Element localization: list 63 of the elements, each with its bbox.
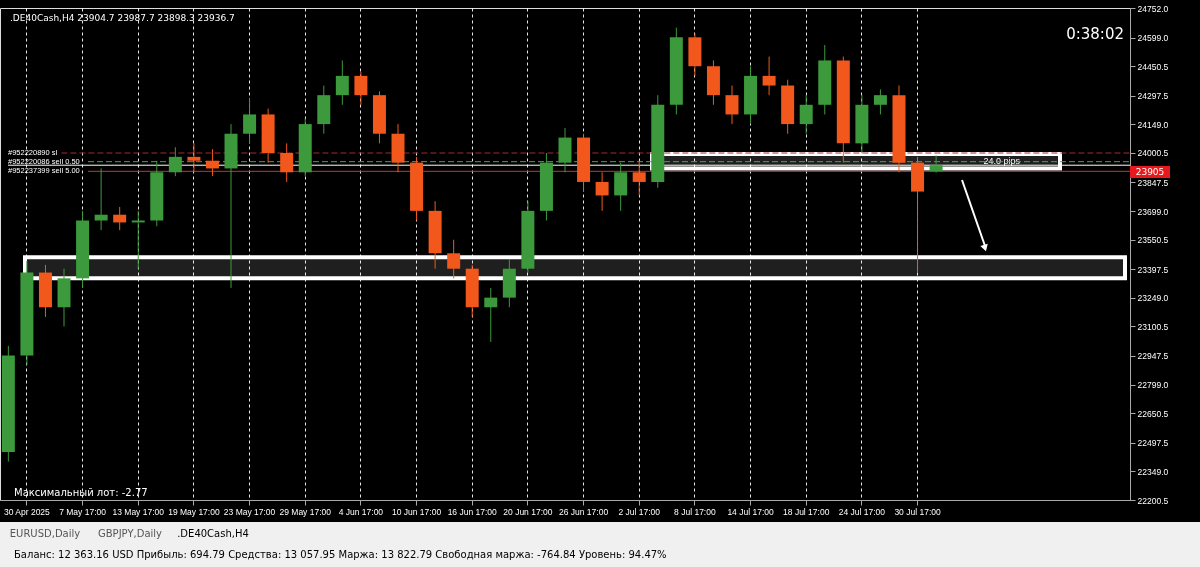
y-tick-label: 24149.0 <box>1137 119 1169 130</box>
candlestick <box>632 160 646 196</box>
candlestick <box>799 94 813 135</box>
y-tick-label: 24599.0 <box>1137 33 1169 43</box>
y-tick-label: 22200.5 <box>1137 495 1169 506</box>
candlestick <box>484 287 498 343</box>
text: Баланс: 12 363.16 USD Прибыль: 694.79 Средства: 13 057.95 Маржа: 13 822.79 Свободная маржа: -764.84 Уровень: 94.47% <box>14 549 667 560</box>
candlestick <box>354 71 368 106</box>
x-tick-label: 4 Jun 17:00 <box>338 506 384 517</box>
x-tick-label: 2 Jul 17:00 <box>618 506 661 517</box>
y-tick-label: 24297.5 <box>1137 91 1169 102</box>
candlestick <box>595 171 609 212</box>
x-tick-label: 30 Jul 17:00 <box>894 506 941 517</box>
x-tick-label: 26 Jun 17:00 <box>558 506 609 517</box>
x-tick-label: 14 Jul 17:00 <box>727 506 774 517</box>
candlestick <box>113 206 127 231</box>
text: .DE40Cash,H4 <box>177 528 249 539</box>
candlestick <box>168 146 182 177</box>
candlestick <box>873 88 887 115</box>
annotation: Максимальный лот: -2.77 <box>14 487 148 498</box>
candlestick <box>243 98 257 144</box>
y-tick-label: 23397.5 <box>1137 264 1169 275</box>
x-tick-label: 20 Jun 17:00 <box>503 506 553 517</box>
y-tick-label: 22497.5 <box>1137 438 1169 449</box>
y-tick-label: 24000.5 <box>1137 148 1169 159</box>
x-tick-label: 7 May 17:00 <box>59 506 107 517</box>
text: GBPJPY,Daily <box>98 528 163 539</box>
candlestick <box>929 154 943 174</box>
x-tick-label: 13 May 17:00 <box>112 506 165 517</box>
x-tick-label: 24 Jul 17:00 <box>838 506 886 517</box>
candlestick <box>335 59 349 106</box>
y-tick-label: 22650.5 <box>1137 408 1169 419</box>
y-tick-label: 23847.5 <box>1137 177 1169 188</box>
y-tick-label: 22349.0 <box>1137 466 1169 477</box>
text: EURUSD,Daily <box>9 528 81 539</box>
x-tick-label: 29 May 17:00 <box>279 506 332 517</box>
y-tick-label: 23100.5 <box>1137 321 1169 332</box>
x-tick-label: 8 Jul 17:00 <box>674 506 716 517</box>
x-tick-label: 19 May 17:00 <box>168 506 220 517</box>
candlestick <box>614 162 628 212</box>
y-tick-label: 23550.5 <box>1137 235 1169 246</box>
y-tick-label: 24450.5 <box>1137 61 1169 72</box>
y-tick-label: 23699.0 <box>1137 206 1169 217</box>
candlestick <box>205 148 219 177</box>
annotation: 0:38:02 <box>1066 25 1124 43</box>
text: .DE40Cash,H4 23904.7 23987.7 23898.3 23936.7 <box>10 13 235 23</box>
candlestick <box>131 210 145 270</box>
candlestick <box>447 239 461 279</box>
candlestick <box>762 56 776 96</box>
text: 23905 <box>1135 167 1165 177</box>
x-tick-label: 18 Jul 17:00 <box>783 506 830 517</box>
x-tick-label: 10 Jun 17:00 <box>391 506 442 517</box>
candlestick <box>187 142 201 173</box>
y-tick-label: 24752.0 <box>1137 3 1169 14</box>
y-tick-label: 23249.0 <box>1137 293 1169 304</box>
x-tick-label: 30 Apr 2025 <box>3 506 51 517</box>
candlestick <box>725 85 739 125</box>
y-tick-label: 22947.5 <box>1137 351 1169 362</box>
band-label: 24.0 pips <box>983 155 1021 166</box>
candlestick <box>280 142 294 183</box>
x-tick-label: 16 Jun 17:00 <box>447 506 498 517</box>
y-tick-label: 22799.0 <box>1137 380 1169 391</box>
x-tick-label: 23 May 17:00 <box>223 506 276 517</box>
